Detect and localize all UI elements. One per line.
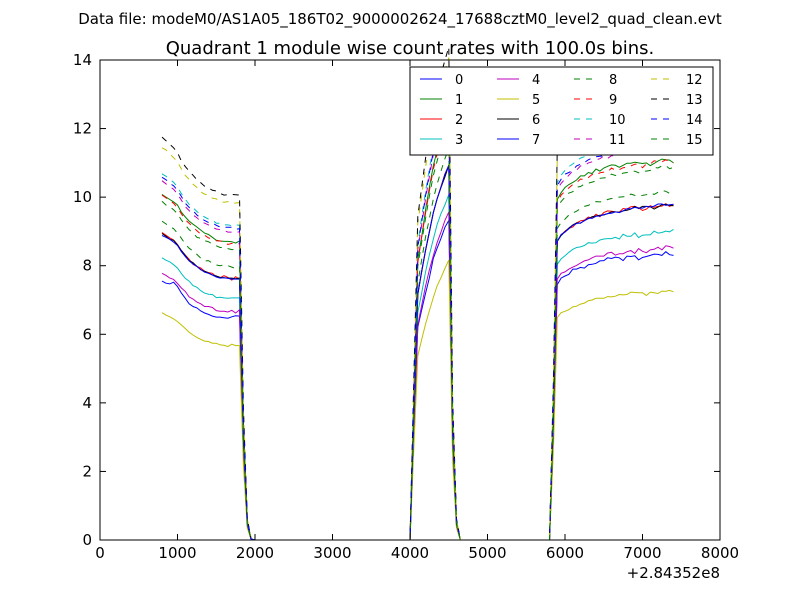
y-tick-label: 4 — [82, 394, 92, 412]
series-line-13 — [161, 46, 674, 541]
x-tick-label: 0 — [95, 544, 105, 562]
y-tick-label: 2 — [82, 462, 92, 480]
series-line-10 — [161, 89, 674, 541]
legend-label-1: 1 — [455, 93, 463, 108]
legend-label-13: 13 — [686, 93, 703, 108]
legend-label-8: 8 — [609, 73, 617, 88]
series-line-15 — [161, 148, 674, 541]
legend-label-6: 6 — [532, 113, 540, 128]
legend-label-9: 9 — [609, 93, 617, 108]
legend-box — [409, 66, 714, 156]
legend-label-11: 11 — [609, 133, 626, 148]
axes: 0 1000 2000 3000 4000 5000 6000 7000 80000246810… — [73, 51, 739, 562]
x-tick-label: 2000 — [236, 544, 274, 562]
series-line-14 — [161, 94, 674, 541]
legend-label-5: 5 — [532, 93, 540, 108]
x-tick-label: 1000 — [158, 544, 196, 562]
y-tick-label: 12 — [73, 120, 92, 138]
x-tick-label: 7000 — [623, 544, 661, 562]
y-tick-label: 6 — [82, 325, 92, 343]
y-tick-label: 0 — [82, 531, 92, 549]
x-tick-label: 5000 — [468, 544, 506, 562]
series-line-5 — [161, 259, 674, 541]
y-tick-label: 14 — [73, 51, 92, 69]
legend-label-12: 12 — [686, 73, 703, 88]
legend-label-14: 14 — [686, 113, 703, 128]
legend-label-2: 2 — [455, 113, 463, 128]
x-tick-label: 6000 — [546, 544, 584, 562]
x-tick-label: 4000 — [391, 544, 429, 562]
legend-label-3: 3 — [455, 133, 463, 148]
x-tick-label: 8000 — [701, 544, 739, 562]
y-tick-label: 10 — [73, 188, 92, 206]
legend-label-4: 4 — [532, 73, 540, 88]
legend-label-0: 0 — [455, 73, 463, 88]
legend-label-15: 15 — [686, 133, 703, 148]
chart-suptitle: Data file: modeM0/AS1A05_186T02_90000026… — [78, 10, 722, 29]
legend-label-7: 7 — [532, 133, 540, 148]
x-tick-label: 3000 — [313, 544, 351, 562]
y-tick-label: 8 — [82, 257, 92, 275]
series-lines — [161, 46, 674, 541]
legend-label-10: 10 — [609, 113, 626, 128]
series-line-8 — [161, 122, 674, 541]
x-offset-label: +2.84352e8 — [627, 564, 720, 582]
chart-title: Quadrant 1 module wise count rates with … — [166, 38, 655, 59]
